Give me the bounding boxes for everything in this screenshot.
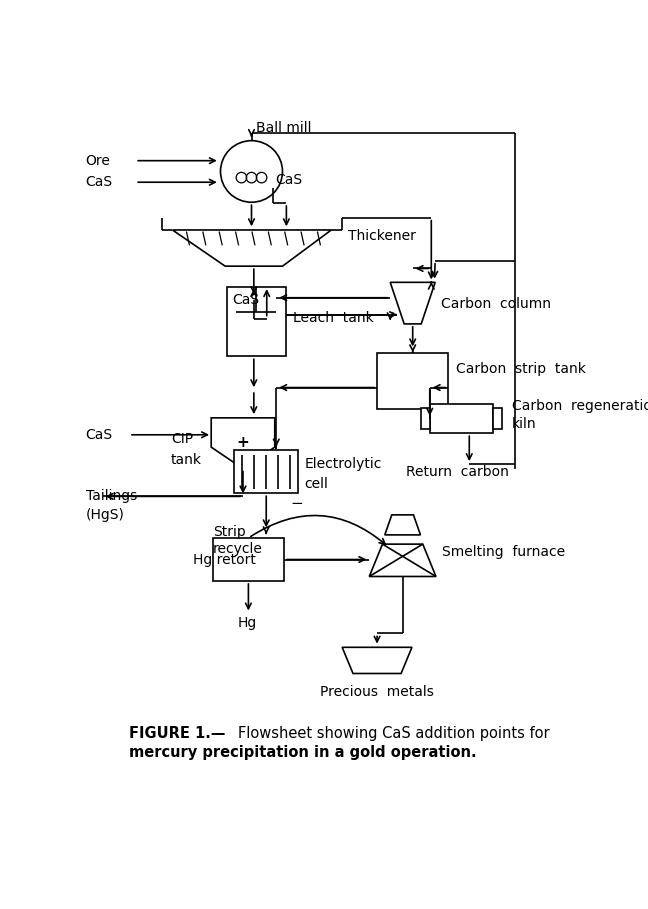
Text: Hg retort: Hg retort bbox=[192, 553, 255, 566]
Text: Strip: Strip bbox=[213, 524, 246, 539]
Text: cell: cell bbox=[304, 477, 328, 491]
Bar bbox=[213, 538, 284, 581]
Text: Carbon  strip  tank: Carbon strip tank bbox=[456, 362, 586, 375]
Bar bbox=[227, 287, 286, 356]
Bar bbox=[377, 354, 448, 409]
Text: CaS: CaS bbox=[86, 175, 113, 189]
Bar bbox=[493, 408, 502, 429]
Text: Flowsheet showing CaS addition points for: Flowsheet showing CaS addition points fo… bbox=[238, 726, 550, 741]
Text: tank: tank bbox=[171, 454, 202, 467]
Text: Tailings: Tailings bbox=[86, 489, 137, 504]
Text: Hg: Hg bbox=[238, 615, 257, 630]
Text: recycle: recycle bbox=[213, 542, 262, 555]
Text: Electrolytic: Electrolytic bbox=[304, 457, 382, 471]
Text: +: + bbox=[236, 435, 249, 450]
Text: FIGURE 1.—: FIGURE 1.— bbox=[129, 726, 226, 741]
Bar bbox=[421, 408, 430, 429]
Bar bbox=[430, 404, 493, 434]
Text: (HgS): (HgS) bbox=[86, 508, 124, 522]
Text: Precious  metals: Precious metals bbox=[320, 685, 434, 699]
Text: Carbon  regeneration: Carbon regeneration bbox=[512, 398, 648, 413]
Text: kiln: kiln bbox=[512, 417, 537, 431]
Text: −: − bbox=[290, 495, 303, 511]
Text: CaS: CaS bbox=[232, 293, 259, 307]
Text: Thickener: Thickener bbox=[349, 229, 416, 243]
Bar bbox=[235, 450, 298, 494]
Text: CaS: CaS bbox=[86, 428, 113, 442]
Text: Leach  tank: Leach tank bbox=[294, 311, 374, 325]
Text: Ball mill: Ball mill bbox=[256, 121, 312, 135]
Text: Smelting  furnace: Smelting furnace bbox=[442, 544, 565, 559]
Text: CIP: CIP bbox=[171, 433, 193, 446]
Text: Ore: Ore bbox=[86, 154, 111, 167]
Text: mercury precipitation in a gold operation.: mercury precipitation in a gold operatio… bbox=[129, 744, 477, 760]
Text: CaS: CaS bbox=[275, 173, 302, 187]
Text: Return  carbon: Return carbon bbox=[406, 464, 509, 479]
Text: Carbon  column: Carbon column bbox=[441, 297, 551, 311]
